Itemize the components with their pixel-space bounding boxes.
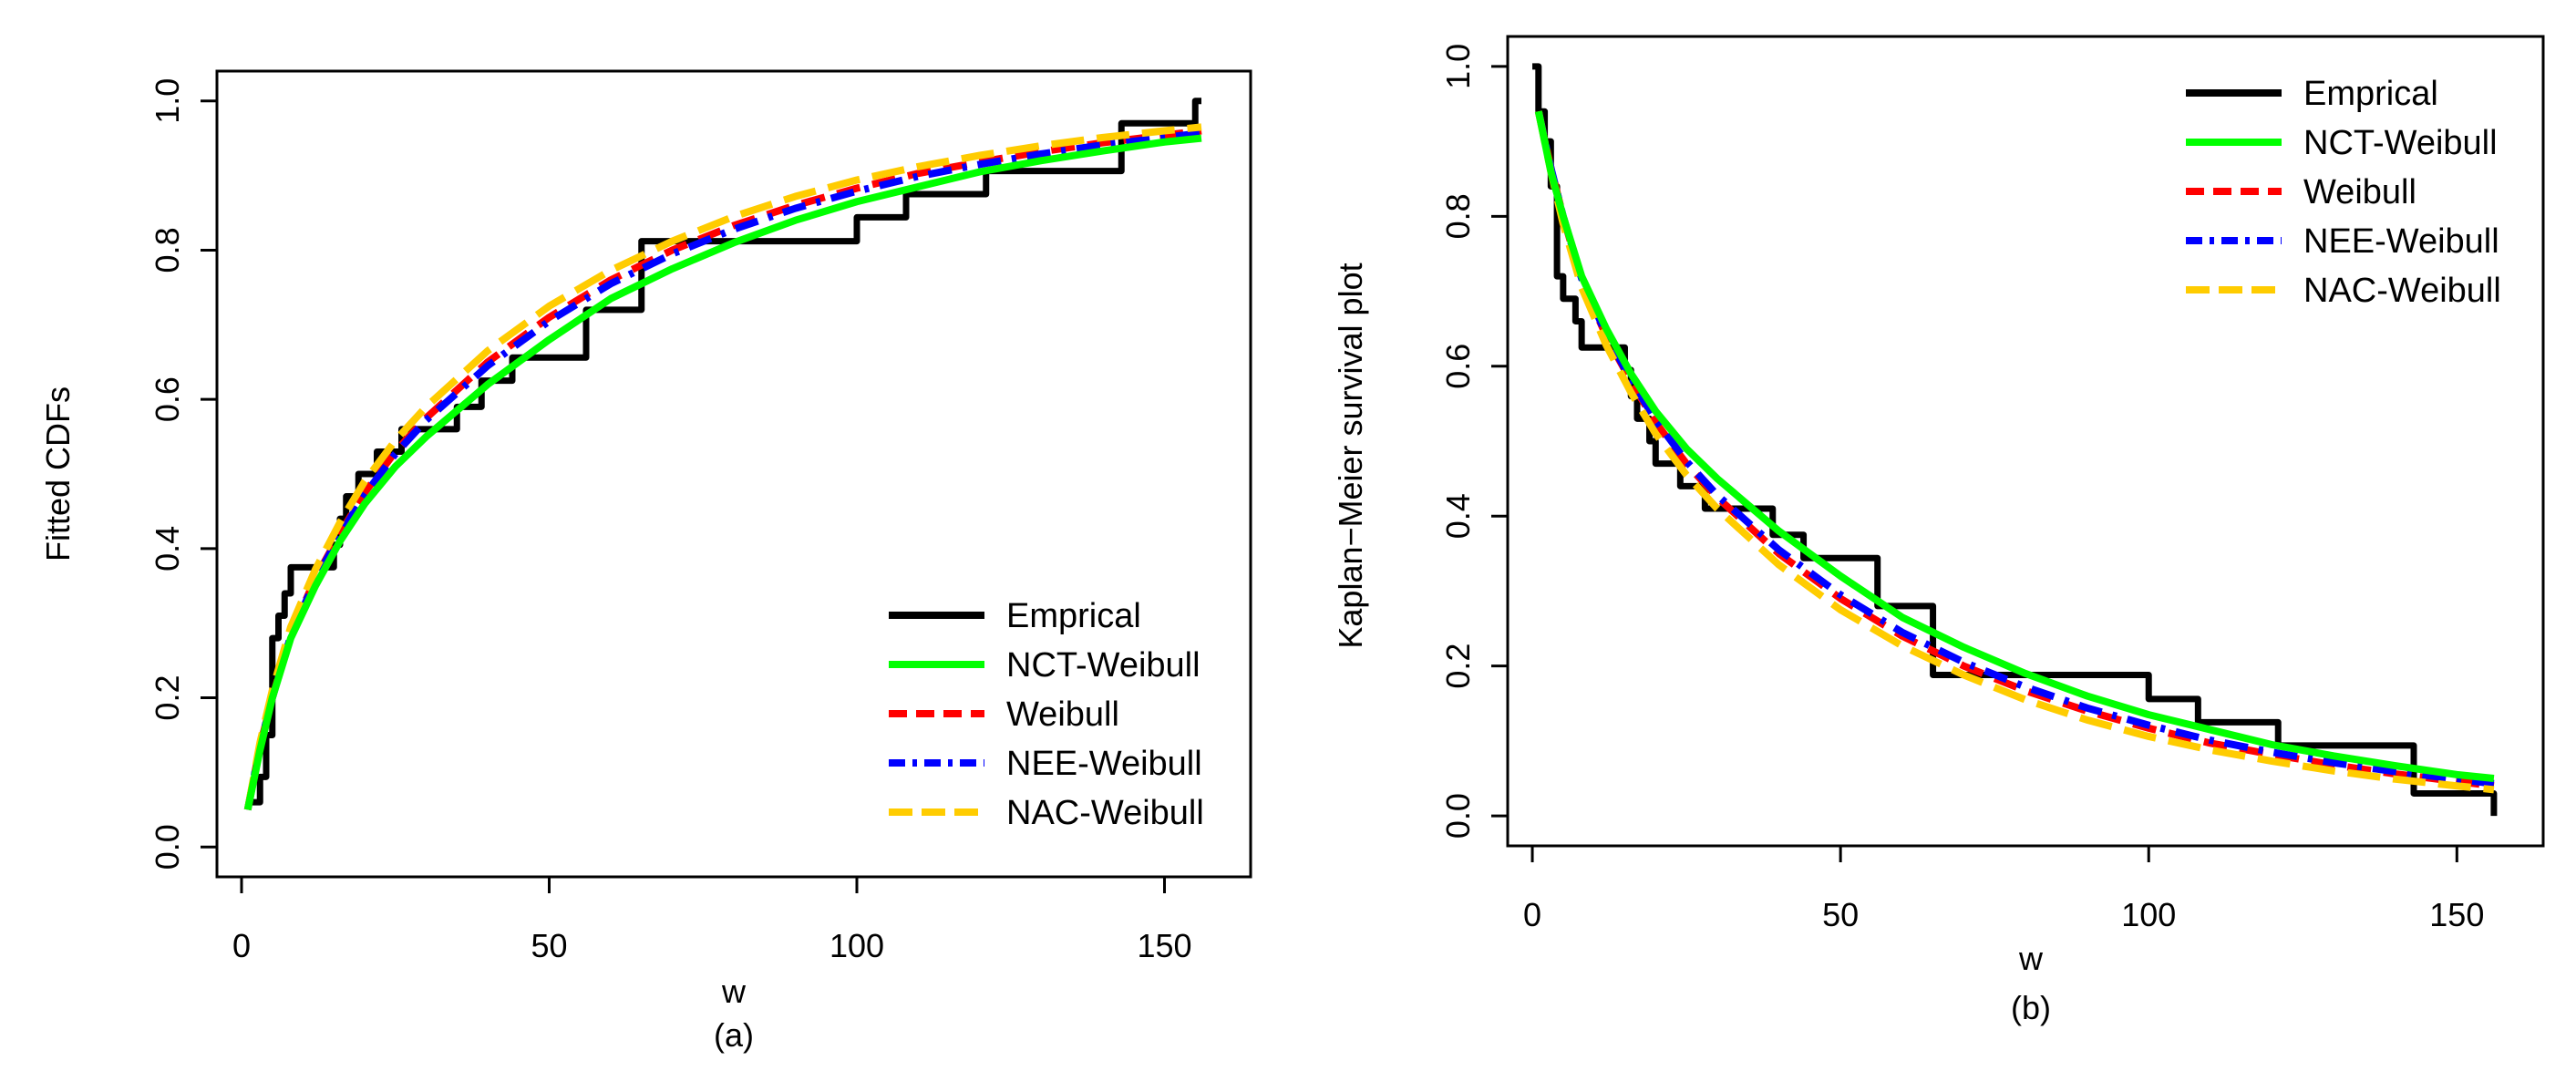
y-tick-label: 0.2 — [149, 675, 186, 721]
legend-label: Weibull — [2303, 173, 2416, 211]
legend-label: NEE-Weibull — [2303, 222, 2499, 261]
series-line-nac-weibull — [243, 123, 1202, 811]
panel-b-legend: Emprical NCT-Weibull Weibull NEE-Weibull NAC… — [2186, 75, 2501, 310]
panel-a-series — [243, 98, 1202, 811]
series-line-weibull — [243, 127, 1202, 811]
y-tick-label: 0.6 — [149, 376, 186, 422]
x-tick-label: 100 — [2121, 896, 2176, 933]
panel-a-y-axis-label: Fitted CDFs — [39, 386, 77, 561]
panel-a-chart: 0 50 100 150 0.0 0.2 0.4 0.6 0.8 1.0 Emprical NCT-… — [39, 69, 1252, 1054]
panel-b-caption: (b) — [2011, 989, 2051, 1026]
panel-b-chart: 0 50 100 150 0.0 0.2 0.4 0.6 0.8 1.0 Emprical NCT-… — [1332, 35, 2545, 1026]
panel-a-ticks: 0 50 100 150 0.0 0.2 0.4 0.6 0.8 1.0 — [149, 78, 1192, 964]
legend-label: NCT-Weibull — [2303, 124, 2498, 162]
y-tick-label: 0.6 — [1439, 344, 1477, 389]
y-tick-label: 0.0 — [149, 824, 186, 870]
panel-a-caption: (a) — [714, 1016, 754, 1054]
legend-label: Emprical — [2303, 75, 2438, 113]
x-tick-label: 0 — [232, 927, 251, 964]
panel-a-x-axis-label: w — [721, 973, 747, 1010]
legend-label: NEE-Weibull — [1006, 745, 1202, 783]
panel-a-legend: Emprical NCT-Weibull Weibull NEE-Weibull NAC… — [889, 597, 1204, 832]
x-tick-label: 150 — [2429, 896, 2484, 933]
panel-a-plot-frame — [215, 69, 1252, 879]
x-tick-label: 50 — [531, 927, 567, 964]
legend-label: Emprical — [1006, 597, 1141, 635]
y-tick-label: 0.4 — [1439, 493, 1477, 539]
y-tick-label: 1.0 — [149, 78, 186, 124]
series-line-nct-weibull — [243, 134, 1202, 811]
legend-label: NCT-Weibull — [1006, 646, 1200, 685]
legend-label: NAC-Weibull — [2303, 272, 2501, 310]
panel-b-series — [1532, 63, 2498, 817]
panel-b-ticks: 0 50 100 150 0.0 0.2 0.4 0.6 0.8 1.0 — [1439, 44, 2484, 933]
y-tick-label: 0.8 — [149, 227, 186, 273]
y-tick-label: 1.0 — [1439, 44, 1477, 89]
x-tick-label: 100 — [829, 927, 884, 964]
panel-b-y-axis-label: Kaplan−Meier survival plot — [1332, 263, 1369, 648]
series-line-nct-weibull — [1534, 110, 2495, 782]
legend-label: Weibull — [1006, 695, 1119, 734]
legend-label: NAC-Weibull — [1006, 794, 1204, 832]
series-line-nac-weibull — [1534, 110, 2495, 794]
panel-b-x-axis-label: w — [2018, 940, 2044, 977]
y-tick-label: 0.2 — [1439, 644, 1477, 689]
x-tick-label: 50 — [1822, 896, 1859, 933]
y-tick-label: 0.0 — [1439, 793, 1477, 839]
x-tick-label: 150 — [1137, 927, 1191, 964]
series-line-emprical — [247, 98, 1201, 806]
panel-b-plot-frame — [1506, 35, 2545, 848]
y-tick-label: 0.8 — [1439, 193, 1477, 239]
y-tick-label: 0.4 — [149, 526, 186, 572]
x-tick-label: 0 — [1523, 896, 1541, 933]
